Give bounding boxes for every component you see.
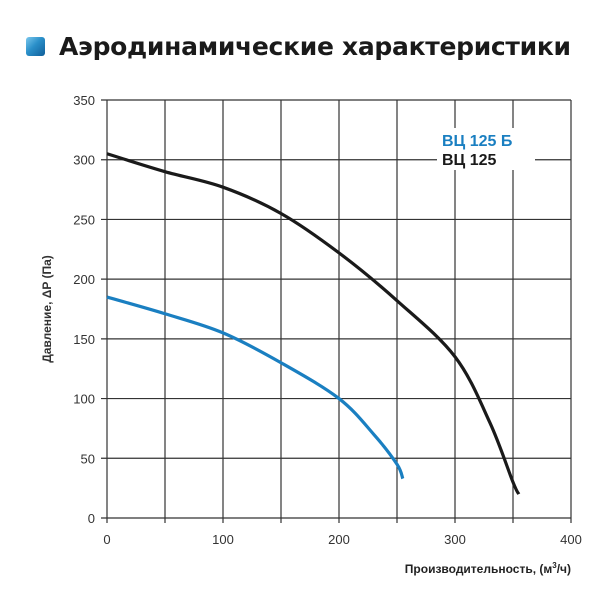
chart-title: Аэродинамические характеристики [59,31,571,61]
grid-lines [101,99,572,523]
y-tick-label: 200 [73,272,95,287]
x-tick-label: 400 [560,532,582,547]
axis-ticks: 0 50 100 150 200 250 300 350 0 100 200 300 400 [73,93,582,547]
y-tick-label: 150 [73,332,95,347]
y-tick-label: 300 [73,153,95,168]
x-tick-label: 0 [103,532,110,547]
y-tick-label: 50 [81,451,95,466]
curves [106,152,521,495]
y-tick-label: 0 [88,511,95,526]
legend-background [437,128,535,170]
x-tick-label: 200 [328,532,350,547]
x-tick-label: 100 [212,532,234,547]
chart-header: Аэродинамические характеристики [26,26,571,66]
legend-item-vc125: ВЦ 125 [442,152,496,169]
x-tick-label: 300 [444,532,466,547]
y-tick-label: 250 [73,212,95,227]
y-tick-label: 100 [73,392,95,407]
y-axis-label: Давление, ΔP (Па) [40,255,54,363]
curve-vc125b [106,295,405,480]
legend-item-vc125b: ВЦ 125 Б [442,133,512,150]
y-tick-label: 350 [73,93,95,108]
curve-vc125 [106,152,521,495]
blue-square-icon [26,36,45,56]
x-axis-label: Производительность, (м3/ч) [405,561,571,576]
